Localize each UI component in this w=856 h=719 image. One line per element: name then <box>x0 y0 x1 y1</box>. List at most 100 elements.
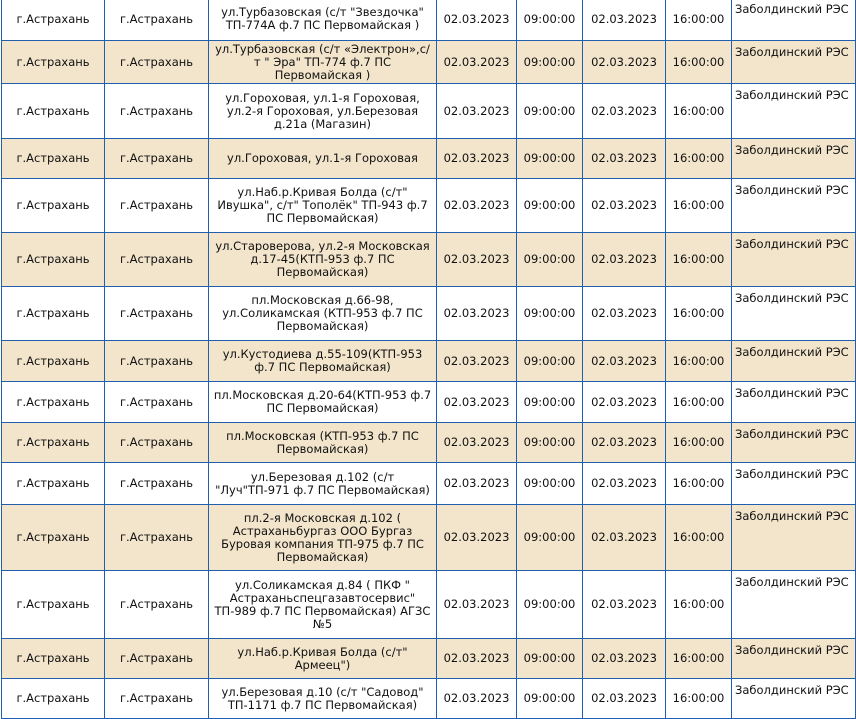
address-cell: ул.Наб.р.Кривая Болда (с/т" Ивушка", с/т… <box>208 178 437 233</box>
end-date-cell: 02.03.2023 <box>582 138 666 179</box>
table-row: г.Астрахань г.Астрахань пл.Московская (К… <box>1 422 856 463</box>
end-date-cell: 02.03.2023 <box>582 381 666 423</box>
start-time-cell: 09:00:00 <box>516 340 583 382</box>
end-time-cell: 16:00:00 <box>665 340 732 382</box>
city-cell: г.Астрахань <box>1 504 105 571</box>
city-cell: г.Астрахань <box>1 381 105 423</box>
address-cell: ул.Кустодиева д.55-109(КТП-953 ф.7 ПС Пе… <box>208 340 437 382</box>
address-cell: пл.2-я Московская д.102 ( Астраханьбурга… <box>208 504 437 571</box>
start-time-cell: 09:00:00 <box>516 422 583 463</box>
start-date-cell: 02.03.2023 <box>436 0 517 41</box>
start-date-cell: 02.03.2023 <box>436 178 517 233</box>
table-row: г.Астрахань г.Астрахань ул.Соликамская д… <box>1 570 856 639</box>
start-date-cell: 02.03.2023 <box>436 232 517 287</box>
district-cell: г.Астрахань <box>104 40 209 84</box>
res-cell: Заболдинский РЭС <box>731 381 856 423</box>
end-time-cell: 16:00:00 <box>665 286 732 341</box>
start-date-cell: 02.03.2023 <box>436 286 517 341</box>
end-time-cell: 16:00:00 <box>665 570 732 639</box>
address-cell: пл.Московская д.20-64(КТП-953 ф.7 ПС Пер… <box>208 381 437 423</box>
end-date-cell: 02.03.2023 <box>582 340 666 382</box>
city-cell: г.Астрахань <box>1 0 105 41</box>
address-cell: ул.Соликамская д.84 ( ПКФ " Астраханьспе… <box>208 570 437 639</box>
table-row: г.Астрахань г.Астрахань пл.2-я Московска… <box>1 504 856 571</box>
city-cell: г.Астрахань <box>1 83 105 139</box>
table-row: г.Астрахань г.Астрахань ул.Гороховая, ул… <box>1 83 856 139</box>
table-row: г.Астрахань г.Астрахань ул.Кустодиева д.… <box>1 340 856 382</box>
city-cell: г.Астрахань <box>1 422 105 463</box>
start-time-cell: 09:00:00 <box>516 286 583 341</box>
district-cell: г.Астрахань <box>104 422 209 463</box>
end-date-cell: 02.03.2023 <box>582 286 666 341</box>
res-cell: Заболдинский РЭС <box>731 638 856 679</box>
end-date-cell: 02.03.2023 <box>582 462 666 505</box>
city-cell: г.Астрахань <box>1 178 105 233</box>
start-time-cell: 09:00:00 <box>516 138 583 179</box>
res-cell: Заболдинский РЭС <box>731 678 856 719</box>
address-cell: ул.Березовая д.10 (с/т "Садовод" ТП-1171… <box>208 678 437 719</box>
end-date-cell: 02.03.2023 <box>582 0 666 41</box>
start-date-cell: 02.03.2023 <box>436 340 517 382</box>
city-cell: г.Астрахань <box>1 638 105 679</box>
end-date-cell: 02.03.2023 <box>582 40 666 84</box>
end-time-cell: 16:00:00 <box>665 83 732 139</box>
district-cell: г.Астрахань <box>104 138 209 179</box>
district-cell: г.Астрахань <box>104 570 209 639</box>
city-cell: г.Астрахань <box>1 340 105 382</box>
end-date-cell: 02.03.2023 <box>582 504 666 571</box>
start-time-cell: 09:00:00 <box>516 678 583 719</box>
table-row: г.Астрахань г.Астрахань ул.Турбазовская … <box>1 40 856 84</box>
table-row: г.Астрахань г.Астрахань ул.Наб.р.Кривая … <box>1 638 856 679</box>
district-cell: г.Астрахань <box>104 286 209 341</box>
end-time-cell: 16:00:00 <box>665 232 732 287</box>
table-row: г.Астрахань г.Астрахань пл.Московская д.… <box>1 381 856 423</box>
res-cell: Заболдинский РЭС <box>731 286 856 341</box>
end-date-cell: 02.03.2023 <box>582 422 666 463</box>
table-row: г.Астрахань г.Астрахань ул.Березовая д.1… <box>1 678 856 719</box>
address-cell: ул.Турбазовская (с/т «Электрон»,с/т " Эр… <box>208 40 437 84</box>
end-time-cell: 16:00:00 <box>665 381 732 423</box>
address-cell: ул.Староверова, ул.2-я Московская д.17-4… <box>208 232 437 287</box>
res-cell: Заболдинский РЭС <box>731 462 856 505</box>
end-time-cell: 16:00:00 <box>665 504 732 571</box>
city-cell: г.Астрахань <box>1 462 105 505</box>
res-cell: Заболдинский РЭС <box>731 340 856 382</box>
res-cell: Заболдинский РЭС <box>731 570 856 639</box>
table-row: г.Астрахань г.Астрахань ул.Староверова, … <box>1 232 856 287</box>
district-cell: г.Астрахань <box>104 638 209 679</box>
start-time-cell: 09:00:00 <box>516 40 583 84</box>
start-date-cell: 02.03.2023 <box>436 422 517 463</box>
res-cell: Заболдинский РЭС <box>731 40 856 84</box>
district-cell: г.Астрахань <box>104 381 209 423</box>
city-cell: г.Астрахань <box>1 286 105 341</box>
table-row: г.Астрахань г.Астрахань ул.Турбазовская … <box>1 0 856 41</box>
address-cell: ул.Турбазовская (с/т "Звездочка" ТП-774А… <box>208 0 437 41</box>
end-time-cell: 16:00:00 <box>665 40 732 84</box>
end-date-cell: 02.03.2023 <box>582 178 666 233</box>
end-date-cell: 02.03.2023 <box>582 232 666 287</box>
end-time-cell: 16:00:00 <box>665 462 732 505</box>
start-time-cell: 09:00:00 <box>516 83 583 139</box>
res-cell: Заболдинский РЭС <box>731 232 856 287</box>
res-cell: Заболдинский РЭС <box>731 422 856 463</box>
end-time-cell: 16:00:00 <box>665 178 732 233</box>
start-time-cell: 09:00:00 <box>516 0 583 41</box>
end-time-cell: 16:00:00 <box>665 678 732 719</box>
res-cell: Заболдинский РЭС <box>731 83 856 139</box>
address-cell: пл.Московская (КТП-953 ф.7 ПС Первомайск… <box>208 422 437 463</box>
table-row: г.Астрахань г.Астрахань ул.Гороховая, ул… <box>1 138 856 179</box>
end-time-cell: 16:00:00 <box>665 638 732 679</box>
start-time-cell: 09:00:00 <box>516 178 583 233</box>
city-cell: г.Астрахань <box>1 570 105 639</box>
city-cell: г.Астрахань <box>1 232 105 287</box>
district-cell: г.Астрахань <box>104 83 209 139</box>
end-date-cell: 02.03.2023 <box>582 570 666 639</box>
start-date-cell: 02.03.2023 <box>436 462 517 505</box>
start-time-cell: 09:00:00 <box>516 462 583 505</box>
address-cell: пл.Московская д.66-98, ул.Соликамская (К… <box>208 286 437 341</box>
start-time-cell: 09:00:00 <box>516 504 583 571</box>
address-cell: ул.Гороховая, ул.1-я Гороховая <box>208 138 437 179</box>
res-cell: Заболдинский РЭС <box>731 0 856 41</box>
address-cell: ул.Гороховая, ул.1-я Гороховая, ул.2-я Г… <box>208 83 437 139</box>
